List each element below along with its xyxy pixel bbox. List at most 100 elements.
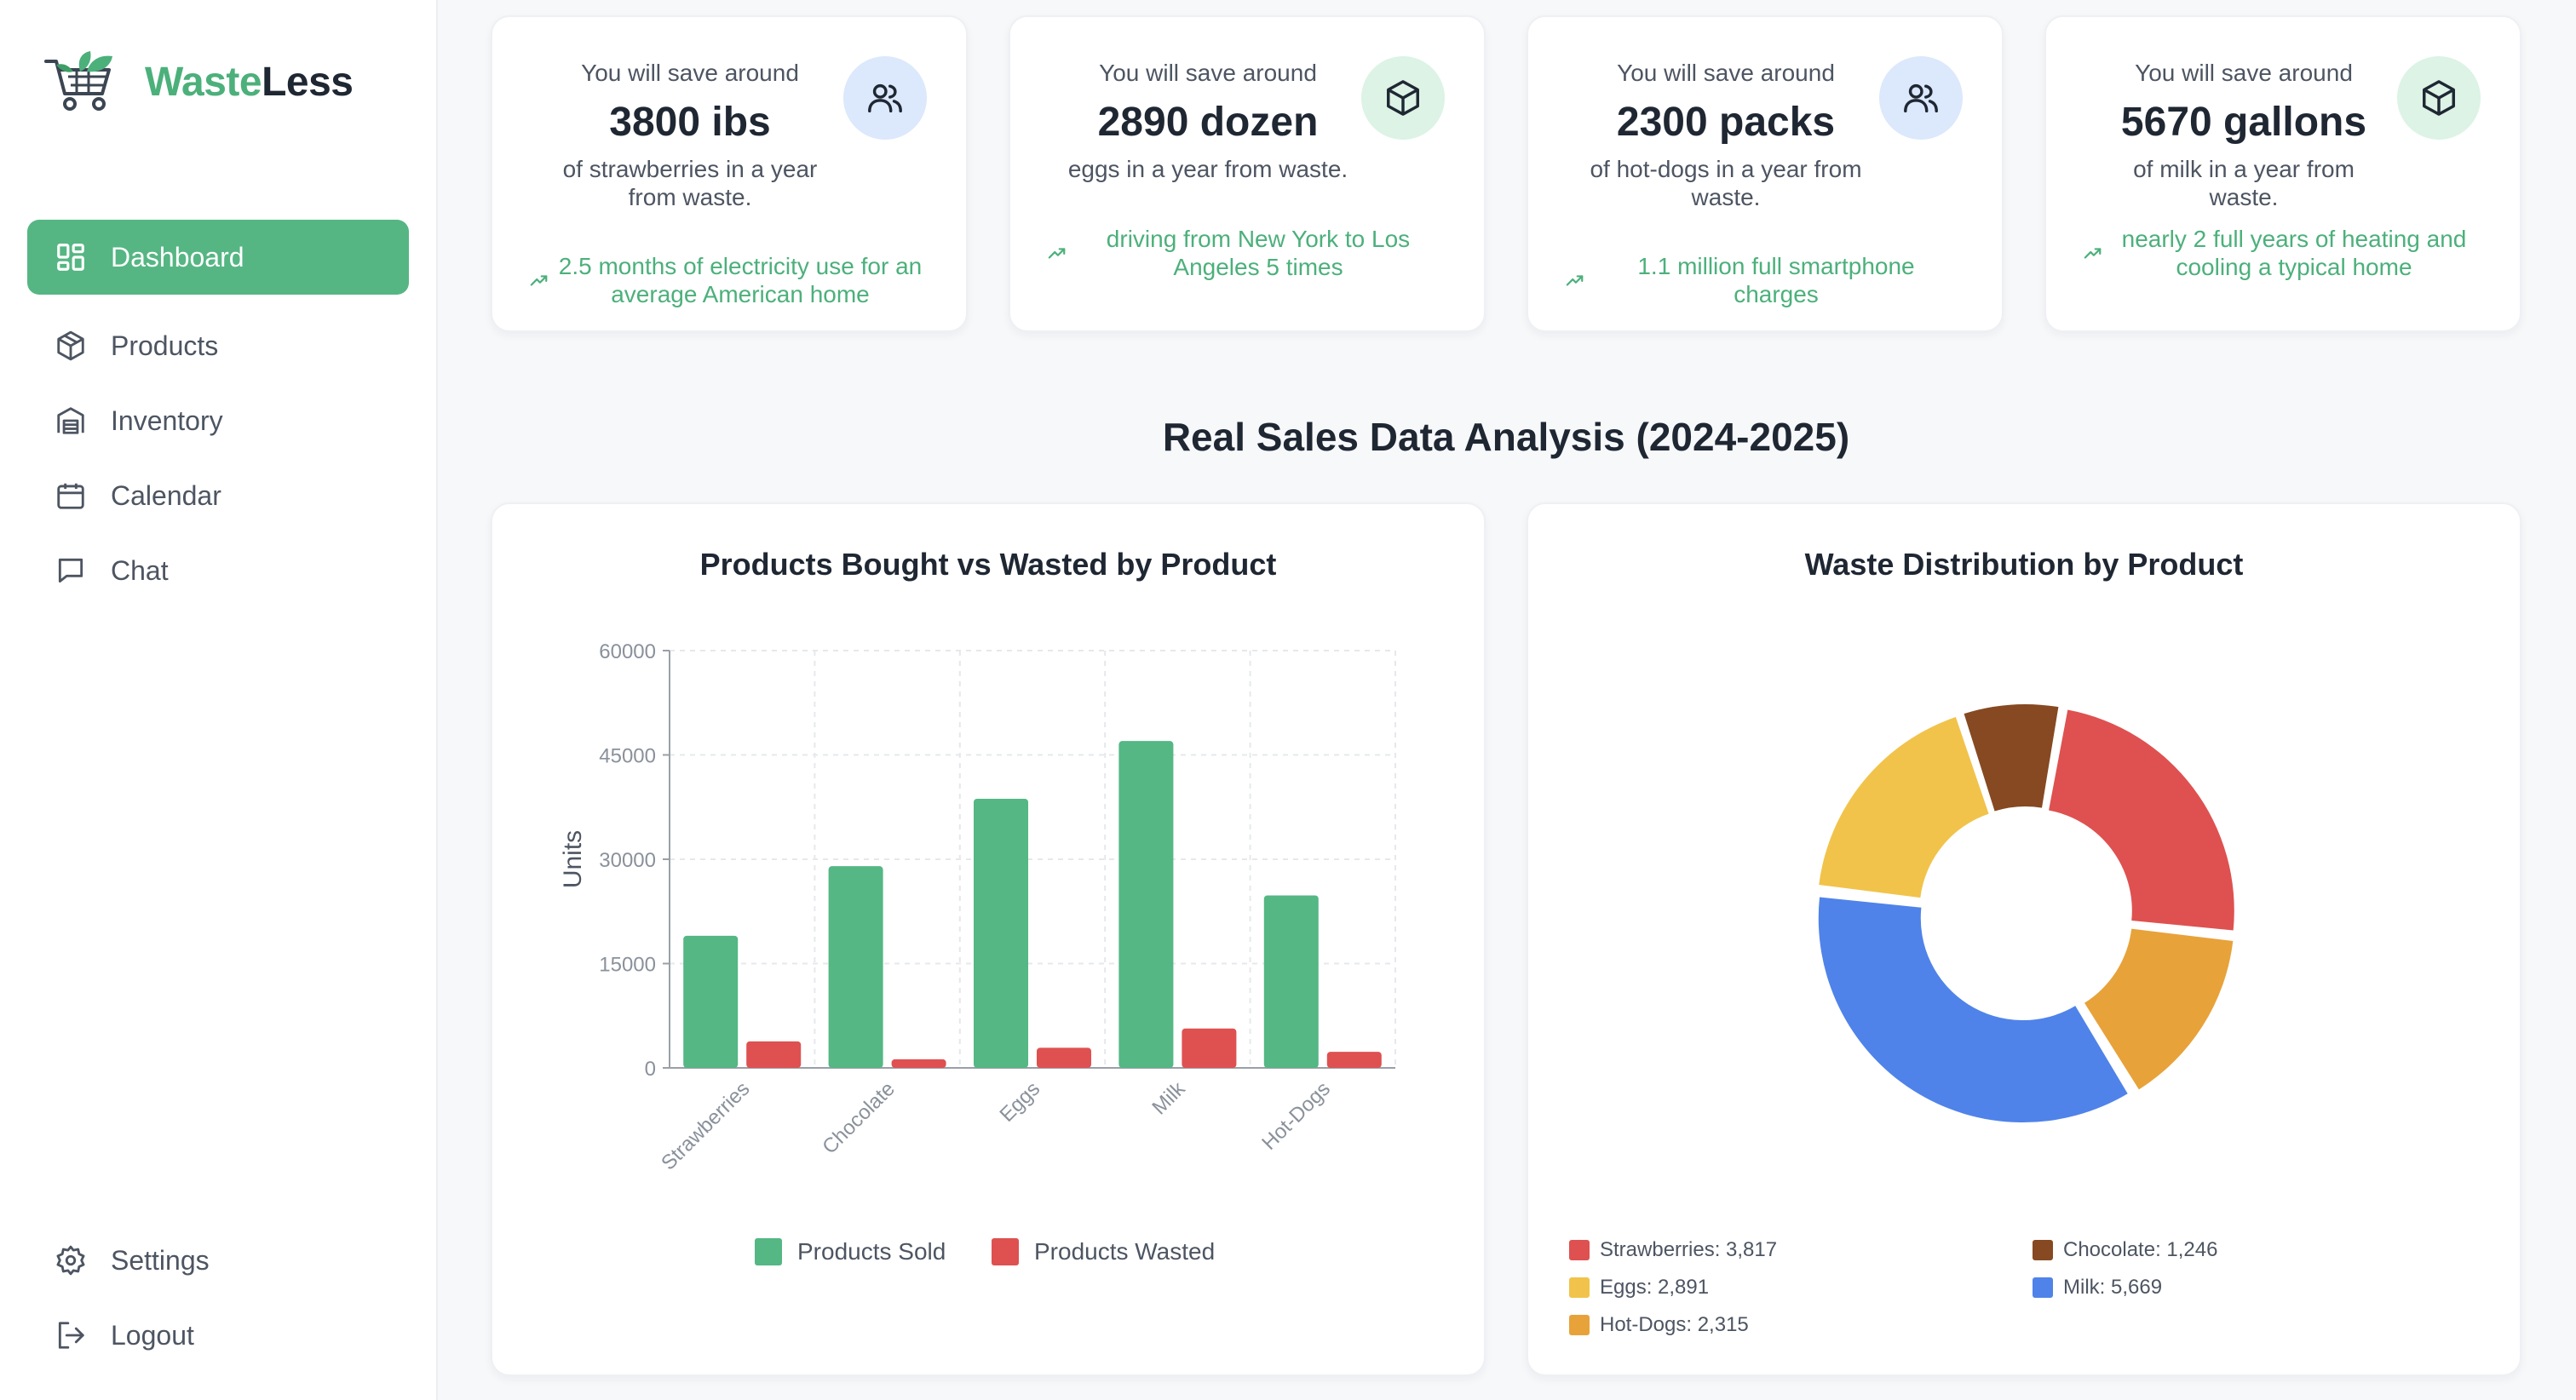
y-tick-label: 60000 bbox=[599, 640, 656, 663]
users-icon bbox=[868, 83, 902, 113]
bar-chart: 0 15000 30000 45000 60000 Units Strawberries Ch… bbox=[559, 640, 1396, 1175]
users-icon bbox=[1904, 83, 1938, 113]
warehouse-icon bbox=[55, 405, 87, 437]
donut-chart-card: Waste Distribution by Product Strawberri… bbox=[1527, 502, 2521, 1376]
legend-label: Products Sold bbox=[797, 1238, 946, 1265]
x-tick-label: Eggs bbox=[995, 1077, 1044, 1127]
y-tick-label: 45000 bbox=[599, 745, 656, 768]
x-tick-label: Hot-Dogs bbox=[1257, 1077, 1335, 1155]
x-tick-label: Strawberries bbox=[657, 1077, 754, 1174]
stat-badge bbox=[2397, 56, 2481, 140]
stat-comparison: driving from New York to Los Angeles 5 t… bbox=[1048, 225, 1441, 281]
legend-swatch bbox=[1569, 1277, 1590, 1298]
legend-label: Milk: 5,669 bbox=[2063, 1276, 2163, 1299]
bottom-nav: Settings Logout bbox=[27, 1223, 409, 1373]
legend-swatch bbox=[1569, 1315, 1590, 1335]
stat-badge bbox=[1879, 56, 1963, 140]
app-logo[interactable]: WasteLess bbox=[43, 48, 354, 116]
stat-description: of milk in a year from waste. bbox=[2133, 156, 2355, 210]
stat-card-strawberries: You will save around 3800 ibs of strawbe… bbox=[491, 15, 968, 332]
legend-item-sold[interactable]: Products Sold bbox=[755, 1238, 946, 1265]
comparison-text: driving from New York to Los Angeles 5 t… bbox=[1106, 226, 1411, 280]
stat-comparison: 2.5 months of electricity use for an ave… bbox=[530, 252, 923, 308]
sidebar-item-calendar[interactable]: Calendar bbox=[27, 458, 409, 533]
stat-value: 5670 gallons bbox=[2120, 100, 2367, 145]
sidebar-item-label: Settings bbox=[111, 1244, 210, 1276]
dashboard-icon bbox=[55, 241, 87, 273]
legend-item-strawberries[interactable]: Strawberries: 3,817 bbox=[1569, 1238, 1777, 1262]
chart-title: Waste Distribution by Product bbox=[1804, 547, 2244, 582]
sidebar-item-inventory[interactable]: Inventory bbox=[27, 383, 409, 458]
legend-item-eggs[interactable]: Eggs: 2,891 bbox=[1569, 1276, 1709, 1300]
legend-swatch bbox=[755, 1238, 782, 1265]
stat-description: of hot-dogs in a year from waste. bbox=[1590, 156, 1862, 210]
sidebar: WasteLess Dashboard Products Inventory C… bbox=[0, 0, 438, 1400]
chat-icon bbox=[55, 554, 87, 587]
logout-icon bbox=[55, 1319, 87, 1351]
calendar-icon bbox=[55, 479, 87, 512]
sidebar-item-label: Products bbox=[111, 330, 219, 361]
app-name-part2: Less bbox=[262, 59, 354, 105]
legend-label: Eggs: 2,891 bbox=[1600, 1276, 1710, 1299]
comparison-text: 1.1 million full smartphone charges bbox=[1637, 253, 1915, 307]
gear-icon bbox=[55, 1244, 87, 1277]
sidebar-item-dashboard[interactable]: Dashboard bbox=[27, 220, 409, 295]
stat-card-milk: You will save around 5670 gallons of mil… bbox=[2044, 15, 2521, 332]
sidebar-item-chat[interactable]: Chat bbox=[27, 533, 409, 608]
legend-item-milk[interactable]: Milk: 5,669 bbox=[2033, 1276, 2162, 1300]
sidebar-item-label: Dashboard bbox=[111, 241, 244, 273]
x-tick-label: Chocolate bbox=[818, 1077, 900, 1159]
sidebar-item-logout[interactable]: Logout bbox=[27, 1298, 409, 1373]
trend-up-icon bbox=[2084, 248, 2102, 259]
bar-sold bbox=[828, 866, 883, 1068]
stat-value: 2890 dozen bbox=[1097, 100, 1319, 145]
donut-slice-chocolate bbox=[1964, 704, 2059, 812]
stat-comparison: 1.1 million full smartphone charges bbox=[1566, 252, 1959, 308]
bar-wasted bbox=[1182, 1028, 1237, 1068]
stat-lead: You will save around bbox=[2135, 60, 2353, 86]
y-tick-label: 0 bbox=[645, 1058, 656, 1081]
stat-card-hot-dogs: You will save around 2300 packs of hot-d… bbox=[1527, 15, 2004, 332]
sidebar-item-label: Calendar bbox=[111, 479, 221, 511]
legend-swatch bbox=[1569, 1240, 1590, 1260]
trend-up-icon bbox=[1566, 275, 1584, 286]
cart-leaf-logo-icon bbox=[44, 51, 112, 111]
legend-label: Chocolate: 1,246 bbox=[2063, 1238, 2218, 1261]
donut-chart bbox=[1818, 704, 2234, 1123]
sidebar-item-products[interactable]: Products bbox=[27, 308, 409, 383]
section-title: Real Sales Data Analysis (2024-2025) bbox=[1162, 415, 1850, 459]
stat-lead: You will save around bbox=[1617, 60, 1835, 86]
stat-value: 2300 packs bbox=[1616, 100, 1836, 145]
bar-wasted bbox=[1326, 1052, 1382, 1068]
legend-swatch bbox=[2033, 1240, 2053, 1260]
comparison-text: nearly 2 full years of heating and cooli… bbox=[2121, 226, 2467, 280]
donut-slice-strawberries bbox=[2049, 709, 2234, 931]
stat-description: of strawberries in a year from waste. bbox=[562, 156, 818, 210]
legend-item-wasted[interactable]: Products Wasted bbox=[992, 1238, 1215, 1265]
comparison-text: 2.5 months of electricity use for an ave… bbox=[558, 253, 923, 307]
bar-sold bbox=[1263, 895, 1319, 1068]
stat-badge bbox=[843, 56, 927, 140]
bar-sold bbox=[974, 798, 1028, 1068]
trend-up-icon bbox=[1048, 248, 1066, 259]
sidebar-item-label: Chat bbox=[111, 554, 169, 586]
package-icon bbox=[55, 330, 87, 362]
legend-label: Strawberries: 3,817 bbox=[1600, 1238, 1778, 1261]
legend-swatch bbox=[2033, 1277, 2053, 1298]
trend-up-icon bbox=[530, 275, 548, 286]
legend-item-chocolate[interactable]: Chocolate: 1,246 bbox=[2033, 1238, 2217, 1262]
app-name-part1: Waste bbox=[145, 59, 262, 105]
sidebar-item-label: Logout bbox=[111, 1319, 194, 1351]
cube-icon bbox=[1387, 80, 1419, 116]
stat-card-eggs: You will save around 2890 dozen eggs in … bbox=[1009, 15, 1486, 332]
legend-item-hot-dogs[interactable]: Hot-Dogs: 2,315 bbox=[1569, 1313, 1749, 1337]
sidebar-item-settings[interactable]: Settings bbox=[27, 1223, 409, 1298]
legend-label: Hot-Dogs: 2,315 bbox=[1600, 1313, 1749, 1336]
legend-swatch bbox=[992, 1238, 1019, 1265]
bar-wasted bbox=[746, 1041, 802, 1068]
stat-badge bbox=[1361, 56, 1445, 140]
bar-chart-card: Products Bought vs Wasted by Product 0 15… bbox=[491, 502, 1486, 1376]
y-axis-label: Units bbox=[559, 830, 587, 888]
main-nav: Dashboard Products Inventory Calendar Ch… bbox=[27, 220, 409, 608]
stat-description: eggs in a year from waste. bbox=[1067, 156, 1348, 182]
